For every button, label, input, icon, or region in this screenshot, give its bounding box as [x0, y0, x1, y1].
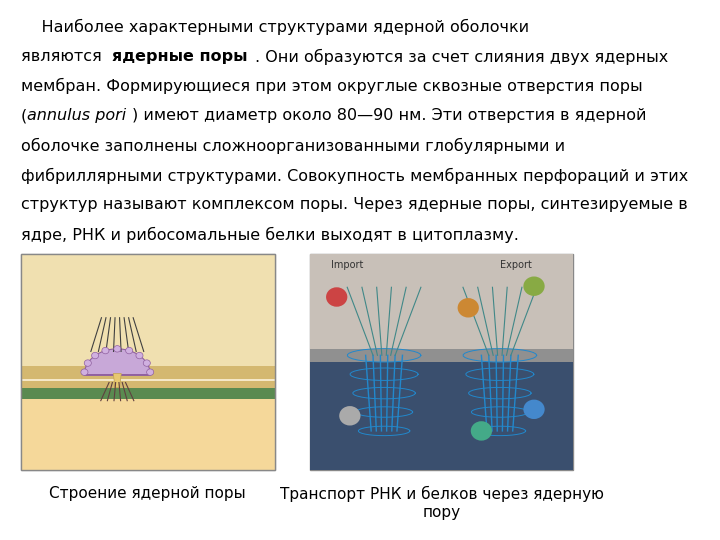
FancyBboxPatch shape [21, 254, 275, 470]
Circle shape [523, 276, 544, 296]
Text: структур называют комплексом поры. Через ядерные поры, синтезируемые в: структур называют комплексом поры. Через… [21, 197, 688, 212]
Bar [310, 357, 574, 470]
Text: фибриллярными структурами. Совокупность мембранных перфораций и этих: фибриллярными структурами. Совокупность … [21, 167, 688, 184]
Bar [21, 381, 275, 390]
Text: Export: Export [500, 260, 531, 271]
Bar [21, 394, 275, 470]
Text: ядерные поры: ядерные поры [112, 49, 247, 64]
Circle shape [125, 347, 132, 354]
Circle shape [114, 346, 121, 352]
Bar [21, 254, 275, 470]
Bar [21, 366, 275, 379]
Circle shape [471, 421, 492, 441]
Polygon shape [84, 349, 150, 375]
Circle shape [136, 352, 143, 359]
Circle shape [147, 369, 154, 375]
Text: оболочке заполнены сложноорганизованными глобулярными и: оболочке заполнены сложноорганизованными… [21, 138, 564, 154]
Circle shape [91, 352, 99, 359]
Text: . Они образуются за счет слияния двух ядерных: . Они образуются за счет слияния двух яд… [256, 49, 668, 65]
Text: Import: Import [331, 260, 364, 271]
Polygon shape [113, 374, 121, 388]
Circle shape [523, 400, 544, 419]
Circle shape [458, 298, 479, 318]
Circle shape [81, 369, 88, 375]
Circle shape [339, 406, 361, 426]
Bar [21, 254, 275, 373]
Text: Строение ядерной поры: Строение ядерной поры [50, 486, 246, 501]
Bar [21, 388, 275, 399]
Bar [310, 254, 574, 470]
Bar [310, 254, 574, 351]
Text: (: ( [21, 108, 27, 123]
Bar [310, 349, 574, 362]
Text: являются: являются [21, 49, 107, 64]
Circle shape [84, 360, 91, 366]
Text: Транспорт РНК и белков через ядерную
пору: Транспорт РНК и белков через ядерную пор… [280, 486, 604, 519]
Circle shape [326, 287, 347, 307]
Circle shape [143, 360, 150, 366]
Text: annulus pori: annulus pori [27, 108, 127, 123]
Text: ) имеют диаметр около 80—90 нм. Эти отверстия в ядерной: ) имеют диаметр около 80—90 нм. Эти отве… [132, 108, 647, 123]
Text: Наиболее характерными структурами ядерной оболочки: Наиболее характерными структурами ядерно… [21, 19, 528, 35]
Text: мембран. Формирующиеся при этом округлые сквозные отверстия поры: мембран. Формирующиеся при этом округлые… [21, 78, 642, 94]
Circle shape [102, 347, 109, 354]
Text: ядре, РНК и рибосомальные белки выходят в цитоплазму.: ядре, РНК и рибосомальные белки выходят … [21, 227, 518, 243]
